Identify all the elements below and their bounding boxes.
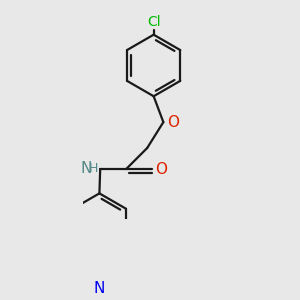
Text: O: O	[155, 162, 167, 177]
Text: N: N	[94, 281, 105, 296]
Text: O: O	[167, 116, 179, 130]
Text: N: N	[81, 161, 92, 176]
Text: H: H	[89, 162, 99, 175]
Text: Cl: Cl	[147, 15, 160, 29]
